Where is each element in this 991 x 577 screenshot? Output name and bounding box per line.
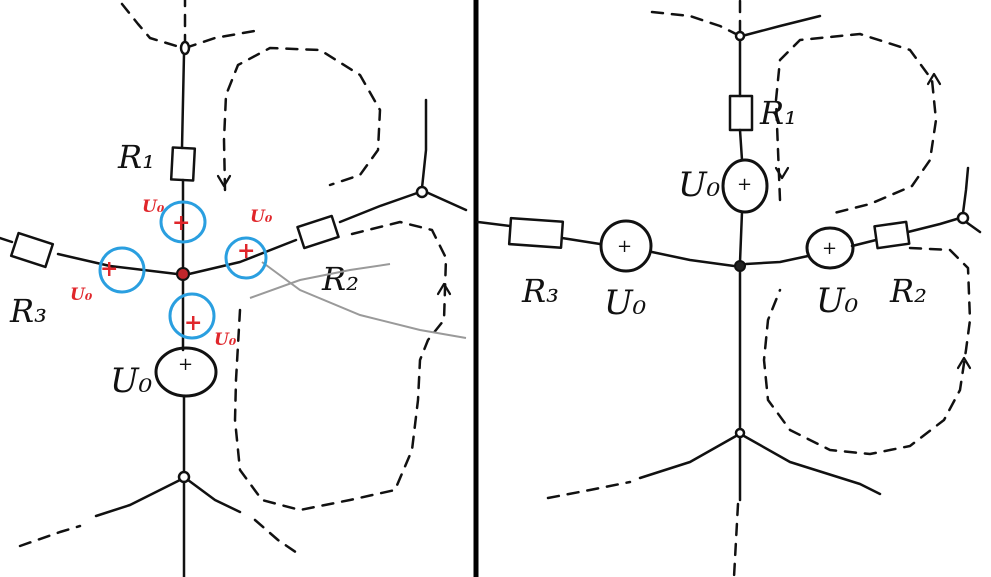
right-r2-label: R₂ bbox=[889, 272, 927, 310]
left-blue-right-plus: + bbox=[237, 238, 255, 264]
left-top-branch-left bbox=[120, 2, 185, 50]
left-wire-to-r3 bbox=[56, 252, 179, 276]
right-u0-right-label: U₀ bbox=[816, 281, 859, 321]
right-wire-u0-r2 bbox=[850, 238, 878, 248]
right-u0-left-plus: + bbox=[617, 236, 632, 257]
left-red-u0-bottom: U₀ bbox=[214, 330, 237, 350]
left-bottom-dash-left bbox=[18, 524, 82, 548]
left-r3-resistor bbox=[9, 231, 55, 269]
right-bottom-branch-down-dash bbox=[732, 502, 740, 577]
right-r2-resistor bbox=[873, 220, 911, 250]
left-wire-top bbox=[180, 52, 186, 150]
left-right-node bbox=[415, 185, 429, 199]
right-bottom-dash-left bbox=[546, 480, 632, 500]
left-bottom-dash-right bbox=[253, 518, 302, 557]
left-r1-resistor bbox=[169, 146, 197, 182]
right-u0-left-source bbox=[599, 219, 653, 273]
left-center-node bbox=[176, 267, 190, 281]
right-u0-left-label: U₀ bbox=[604, 283, 647, 323]
left-loop-upper-arrow bbox=[216, 174, 232, 188]
left-red-u0-top: U₀ bbox=[142, 197, 165, 217]
right-top-branch-left bbox=[650, 10, 742, 38]
left-blue-left-plus: + bbox=[100, 256, 118, 282]
right-u0-right-plus: + bbox=[822, 238, 837, 259]
left-red-u0-right: U₀ bbox=[250, 207, 273, 227]
left-wire-r2-out bbox=[338, 190, 422, 224]
left-top-branch-right bbox=[183, 28, 262, 50]
right-loop-lower bbox=[762, 246, 972, 456]
left-wire-to-r2 bbox=[187, 238, 298, 276]
left-red-u0-left: U₀ bbox=[70, 285, 93, 305]
right-wire-u0-center bbox=[738, 210, 744, 264]
right-wire-r1-u0 bbox=[738, 128, 744, 162]
right-u0-top-label: U₀ bbox=[678, 165, 721, 205]
left-blue-circle-top: + bbox=[159, 200, 207, 244]
left-blue-bottom-plus: + bbox=[184, 310, 202, 336]
right-loop-lower-arrow bbox=[956, 356, 972, 370]
left-u0-label: U₀ bbox=[110, 361, 153, 401]
right-loop-upper bbox=[774, 32, 938, 216]
right-u0-top-plus: + bbox=[737, 174, 752, 195]
right-wire-u0-r3 bbox=[560, 236, 602, 246]
right-wire-r2-out bbox=[906, 216, 962, 234]
right-loop-upper-arrow bbox=[774, 166, 790, 180]
left-panel: R₁ R₃ R₂ + U₀ bbox=[0, 0, 468, 577]
right-r3-label: R₃ bbox=[521, 272, 559, 310]
right-center-node bbox=[734, 260, 746, 272]
left-blue-circle-right: + bbox=[224, 236, 268, 280]
right-wire-r3-out bbox=[476, 220, 512, 228]
left-r2-label: R₂ bbox=[321, 260, 359, 298]
right-r1-resistor bbox=[728, 94, 754, 132]
left-bottom-branch-right bbox=[186, 478, 242, 514]
left-right-node-up bbox=[420, 98, 428, 190]
right-u0-top-source bbox=[721, 158, 769, 214]
left-wire-r3-out bbox=[0, 236, 14, 244]
right-right-node-up bbox=[961, 166, 970, 215]
left-top-node bbox=[179, 40, 191, 56]
left-r1-label: R₁ bbox=[117, 138, 155, 176]
left-r3-label: R₃ bbox=[9, 292, 47, 330]
right-panel: R₁ + U₀ + U₀ R₃ + U₀ R₂ bbox=[476, 0, 982, 577]
right-r1-label: R₁ bbox=[759, 94, 797, 132]
left-gray-stroke bbox=[249, 261, 467, 339]
left-blue-circle-left: + bbox=[98, 246, 146, 294]
right-bottom-branch-right bbox=[742, 434, 882, 496]
left-loop-lower bbox=[233, 220, 448, 512]
right-loop-upper-arrow-2 bbox=[926, 72, 942, 86]
left-loop-lower-arrow bbox=[436, 282, 452, 296]
right-right-node-down bbox=[964, 220, 982, 234]
left-loop-upper bbox=[222, 46, 382, 192]
right-bottom-branch-left bbox=[638, 434, 738, 480]
left-right-node-right bbox=[424, 190, 468, 212]
left-u0-source-plus: + bbox=[178, 354, 193, 375]
right-top-branch-right bbox=[740, 14, 822, 38]
left-blue-top-plus: + bbox=[172, 210, 190, 236]
right-u0-right-source bbox=[805, 226, 855, 270]
right-wire-center-to-u0-left bbox=[650, 250, 736, 268]
right-r3-resistor bbox=[507, 216, 565, 249]
left-bottom-branch-left bbox=[94, 478, 182, 518]
right-wire-center-to-u0-right bbox=[744, 254, 810, 266]
left-r2-resistor bbox=[296, 214, 340, 250]
left-blue-circle-bottom: + bbox=[168, 292, 216, 340]
left-u0-source bbox=[154, 346, 218, 398]
